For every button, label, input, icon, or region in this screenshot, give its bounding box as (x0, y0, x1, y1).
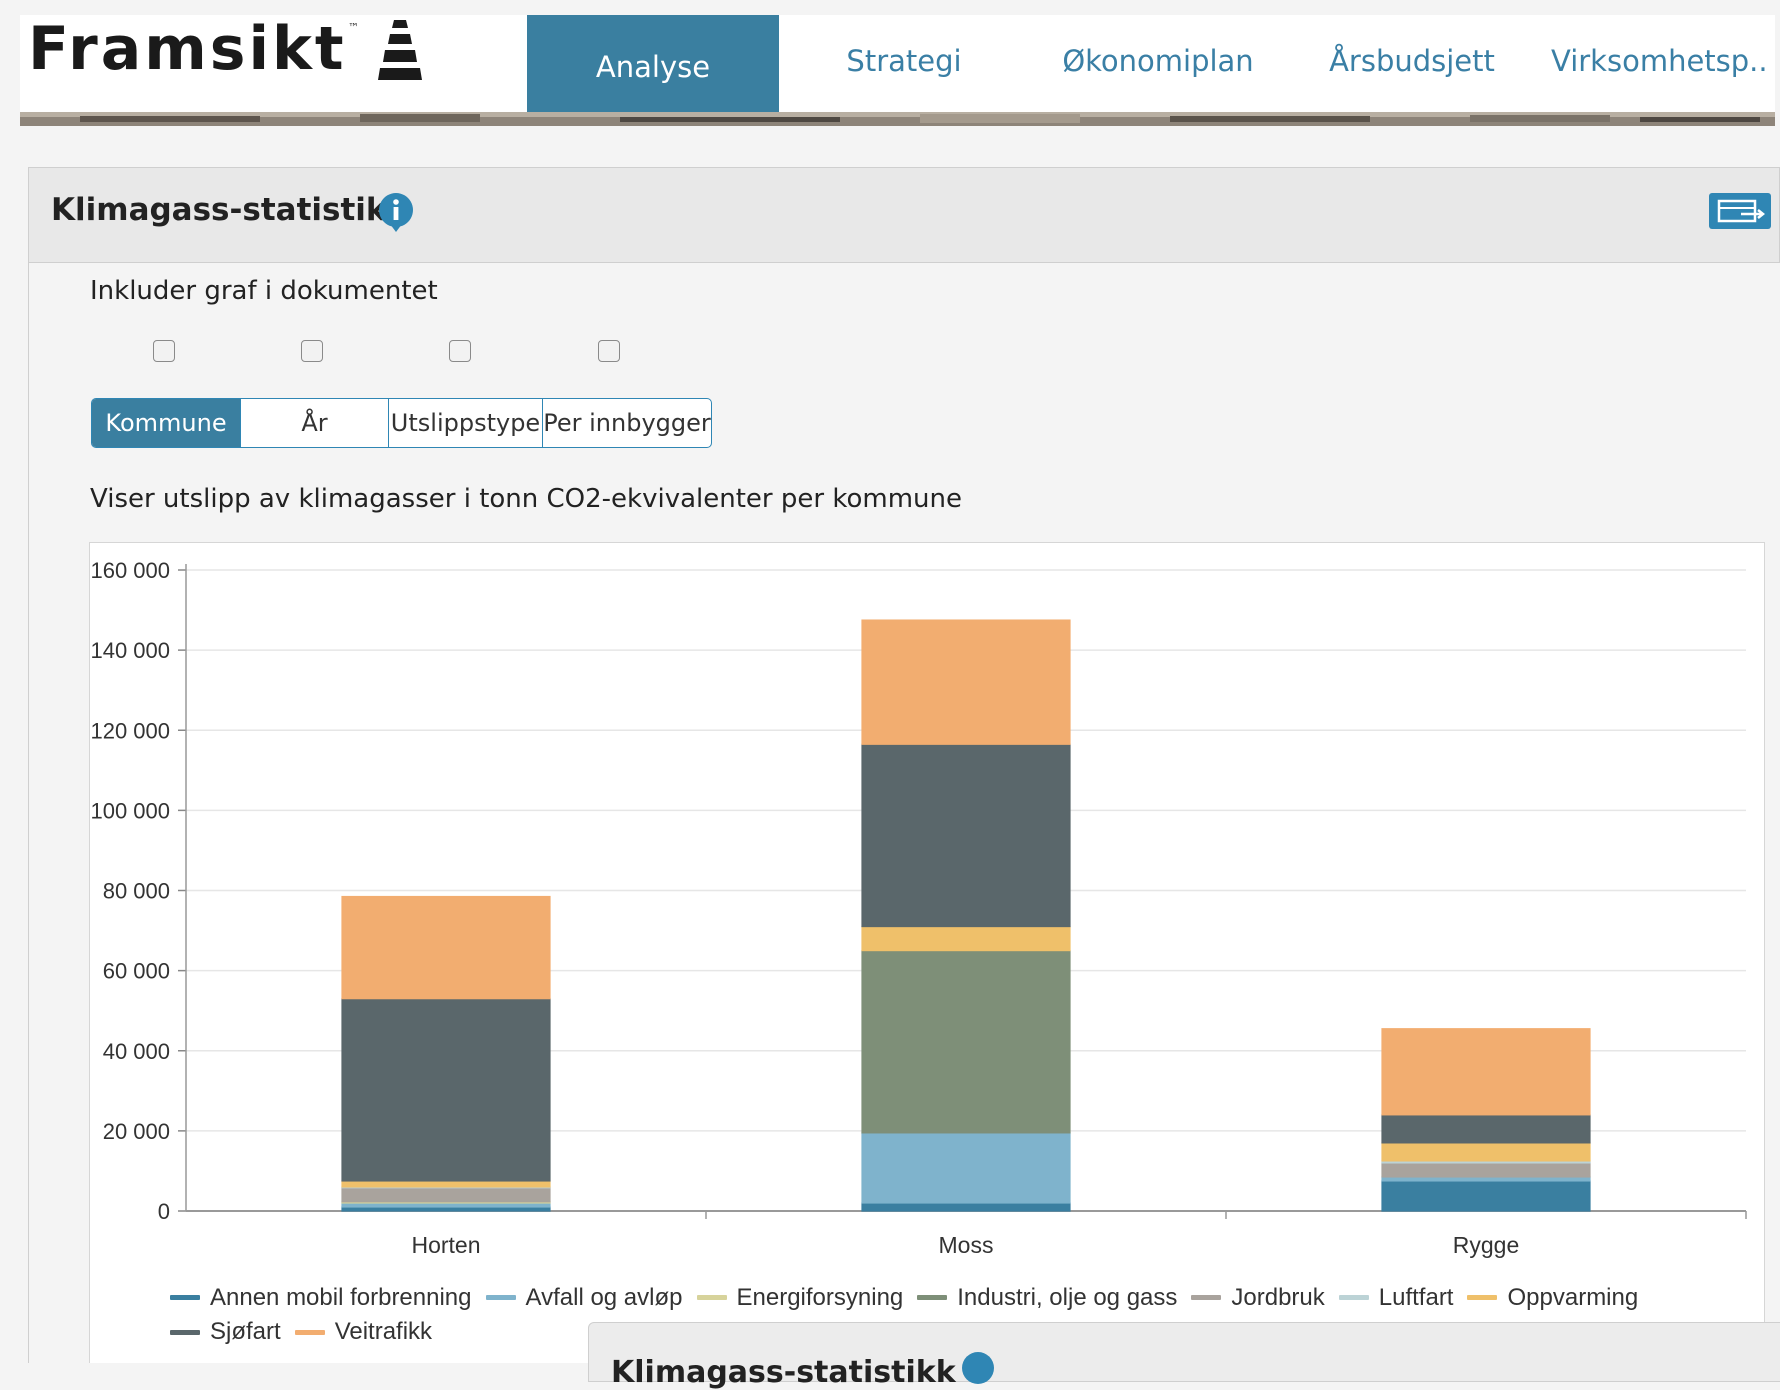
nav-tab-label: Økonomiplan (1062, 44, 1254, 78)
chart-legend: Annen mobil forbrenning Avfall og avløp En… (170, 1278, 1730, 1347)
bar-segment-shade (861, 619, 1071, 745)
legend-item[interactable]: Industri, olje og gass (917, 1283, 1177, 1313)
legend-item[interactable]: Annen mobil forbrenning (170, 1283, 472, 1313)
export-icon[interactable] (1709, 193, 1771, 229)
segment-kommune[interactable]: Kommune (92, 399, 241, 447)
legend-label: Veitrafikk (334, 1318, 433, 1345)
legend-swatch (294, 1329, 325, 1335)
legend-item[interactable]: Oppvarming (1467, 1283, 1638, 1313)
bar-segment-shade (861, 925, 1071, 952)
bar-segment-shade (341, 998, 551, 1182)
include-graph-label: Inkluder graf i dokumentet (90, 276, 438, 306)
segment-utslippstype[interactable]: Utslippstype (389, 399, 543, 447)
panel-title: Klimagass-statistikk (51, 192, 408, 228)
bar-segment-shade (1381, 1176, 1591, 1182)
legend-label: Oppvarming (1507, 1283, 1639, 1311)
bar-segment-shade (1381, 1162, 1591, 1178)
legend-swatch (1467, 1295, 1498, 1300)
info-icon[interactable] (377, 191, 415, 233)
bar-segment-shade (861, 1132, 1071, 1204)
include-graph-checkbox-4[interactable] (598, 340, 620, 362)
logo-text: Framsikt (28, 14, 347, 84)
legend-label: Energiforsyning (736, 1283, 904, 1311)
nav-tab-label: Virksomhetsp.. (1551, 44, 1768, 78)
bar-segment-shade (341, 1202, 551, 1208)
info-icon[interactable] (961, 1351, 995, 1385)
framsikt-logo[interactable]: Framsikt ™ (28, 15, 428, 105)
segment-per-innbygger[interactable]: Per innbygger (543, 409, 711, 437)
logo-trademark: ™ (348, 21, 359, 34)
legend-item[interactable]: Jordbruk (1191, 1283, 1325, 1313)
y-tick-label: 20 000 (103, 1119, 170, 1144)
y-tick-label: 140 000 (90, 638, 170, 663)
legend-label: Jordbruk (1231, 1283, 1325, 1311)
panel-header: Klimagass-statistikk (28, 167, 1780, 263)
bar-segment-shade (861, 743, 1071, 928)
bar-segment-shade (341, 1180, 551, 1188)
next-panel-title: Klimagass-statistikk (611, 1355, 956, 1390)
x-category-label: Rygge (1453, 1232, 1519, 1258)
bar-segment-shade (1381, 1180, 1591, 1212)
y-tick-label: 80 000 (103, 879, 170, 904)
top-header: Framsikt ™ Analyse Strategi Økonomiplan … (20, 15, 1777, 115)
segment-ar[interactable]: År (241, 399, 389, 447)
bar-segment-shade (861, 949, 1071, 1134)
legend-label: Avfall og avløp (525, 1283, 683, 1311)
include-graph-checkbox-2[interactable] (301, 340, 323, 362)
main-nav: Analyse Strategi Økonomiplan Årsbudsjett… (527, 15, 1777, 115)
legend-label: Luftfart (1378, 1283, 1454, 1311)
y-tick-label: 160 000 (90, 558, 170, 583)
legend-item[interactable]: Veitrafikk (294, 1317, 433, 1347)
x-category-label: Horten (411, 1232, 480, 1258)
legend-item[interactable]: Avfall og avløp (485, 1283, 683, 1313)
y-tick-label: 100 000 (90, 798, 170, 823)
bar-segment-shade (341, 1206, 551, 1212)
include-graph-checkbox-3[interactable] (449, 340, 471, 362)
legend-swatch (1338, 1295, 1369, 1300)
legend-label: Annen mobil forbrenning (210, 1283, 472, 1311)
legend-item[interactable]: Energiforsyning (696, 1283, 904, 1313)
chart-subtitle: Viser utslipp av klimagasser i tonn CO2-… (90, 484, 962, 514)
legend-swatch (1191, 1295, 1222, 1300)
legend-swatch (917, 1295, 948, 1300)
nav-tab-analyse[interactable]: Analyse (527, 15, 779, 115)
y-tick-label: 60 000 (103, 959, 170, 984)
legend-item[interactable]: Sjøfart (170, 1317, 281, 1347)
bar-segment-shade (861, 1202, 1071, 1212)
legend-item[interactable]: Luftfart (1338, 1283, 1454, 1313)
bar-segment-shade (1381, 1142, 1591, 1162)
legend-swatch (696, 1295, 727, 1300)
stacked-bar-chart: 0 20 000 40 000 60 000 80 000 100 000 120 000 1… (90, 558, 1747, 1258)
legend-label: Sjøfart (210, 1318, 281, 1345)
nav-tab-okonomiplan[interactable]: Økonomiplan (1029, 15, 1287, 115)
bar-segment-shade (1381, 1028, 1591, 1116)
nav-tab-virksomhetsplan[interactable]: Virksomhetsp.. (1537, 15, 1777, 115)
y-tick-label: 120 000 (90, 718, 170, 743)
include-graph-checkbox-1[interactable] (153, 340, 175, 362)
nav-tab-label: Årsbudsjett (1329, 44, 1495, 78)
x-category-label: Moss (939, 1232, 994, 1258)
chart-container: 0 20 000 40 000 60 000 80 000 100 000 120 000 1… (89, 542, 1765, 1363)
y-tick-label: 40 000 (103, 1039, 170, 1064)
next-panel-header: Klimagass-statistikk (588, 1322, 1780, 1390)
header-decorative-strip (20, 112, 1775, 126)
y-tick-label: 0 (158, 1199, 170, 1224)
nav-tab-arsbudsjett[interactable]: Årsbudsjett (1287, 15, 1537, 115)
legend-swatch (170, 1295, 200, 1300)
bar-segment-shade (341, 895, 551, 1000)
legend-swatch (170, 1329, 200, 1335)
bar-segment-shade (341, 1187, 551, 1203)
legend-swatch (485, 1295, 516, 1300)
view-segmented-control: Kommune År Utslippstype Per innbygger (91, 398, 712, 448)
nav-tab-strategi[interactable]: Strategi (779, 15, 1029, 115)
nav-tab-label: Strategi (846, 44, 962, 78)
legend-label: Industri, olje og gass (957, 1283, 1178, 1311)
bar-segment-shade (1381, 1114, 1591, 1144)
nav-tab-label: Analyse (595, 50, 711, 84)
logo-stack-icon (378, 20, 422, 80)
